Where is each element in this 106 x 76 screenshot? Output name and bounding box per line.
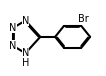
Text: N: N: [9, 41, 16, 51]
Text: N: N: [22, 16, 29, 26]
Text: N: N: [9, 23, 16, 33]
Text: Br: Br: [78, 14, 88, 24]
Text: H: H: [22, 58, 29, 68]
Text: N: N: [22, 48, 29, 58]
